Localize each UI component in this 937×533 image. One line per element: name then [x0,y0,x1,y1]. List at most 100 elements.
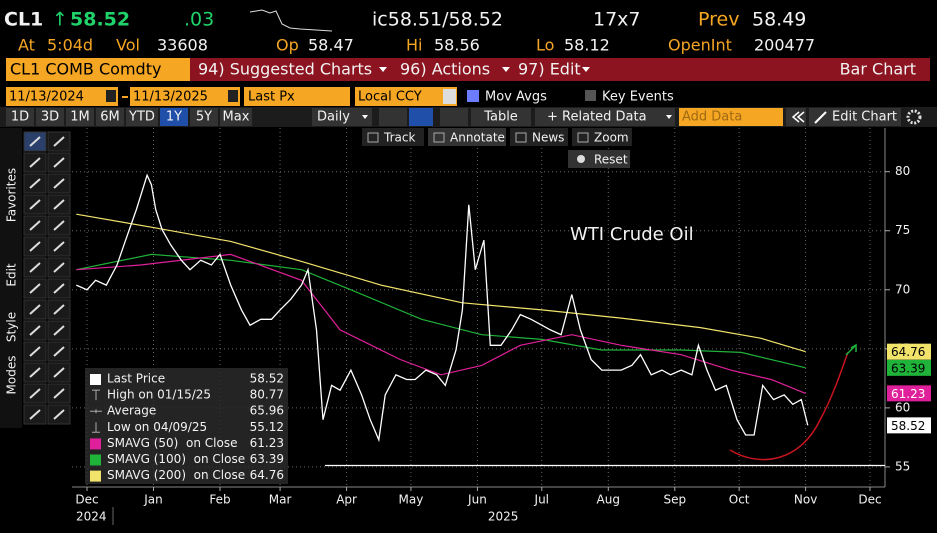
end-tag-label: 58.52 [891,419,925,433]
x-tick-label: Jul [534,493,549,507]
tool-glyph [53,262,65,273]
menu-item[interactable]: 96) Actions [400,60,490,79]
drawn-arrow [845,343,857,356]
lo-label: Lo [536,36,554,55]
time: 5:04d [47,36,93,55]
mov-avgs-checkbox[interactable] [467,90,479,102]
calendar-icon[interactable] [106,90,116,102]
menu-item[interactable]: 97) Edit [518,60,581,79]
moving-average [76,213,806,353]
x-tick-label: Apr [336,493,357,507]
legend-value: 61.23 [250,436,284,450]
sparkline [249,9,333,32]
period-button[interactable] [190,108,218,126]
tool-glyph [29,241,41,252]
end-tag-label: 63.39 [891,361,925,375]
vol-label: Vol [116,36,140,55]
overlay-button[interactable] [428,128,506,146]
end-tag [887,385,931,402]
x-tick-label: May [399,493,424,507]
legend-value: 58.52 [250,372,284,386]
line-icon[interactable] [379,108,407,126]
legend-icon [92,389,100,401]
currency: Local CCY [358,90,422,105]
collapse-icon [791,111,805,123]
candle-icon[interactable] [440,108,468,126]
reset-button[interactable] [568,150,630,168]
key-events: Key Events [602,90,674,105]
dropdown-arrow [582,67,590,72]
tool-glyph [29,304,41,315]
collapse-button[interactable] [786,108,806,126]
tool-glyph [53,220,65,231]
sidebar-tab[interactable]: Edit [5,263,19,287]
tool-glyph [53,388,65,399]
overlay-label: Zoom [594,131,629,145]
add-data: Add Data [682,110,742,125]
x-tick-label: Dec [858,493,881,507]
period-button[interactable] [220,108,252,126]
dropdown-arrow [502,67,510,72]
legend-swatch [90,438,101,450]
add-data-box[interactable] [679,108,783,126]
legend-label: SMAVG (200) on Close [107,468,245,482]
tool-glyph [53,325,65,336]
related-button[interactable] [535,108,675,126]
field-box[interactable] [244,87,350,106]
period-button[interactable] [160,108,188,126]
sidebar-tab[interactable]: Favorites [5,168,19,222]
legend-value: 64.76 [250,468,284,482]
tool-glyph [29,178,41,189]
symbol: CL1 [4,9,43,31]
tool-glyph [29,157,41,168]
legend-label: High on 01/15/25 [107,388,211,402]
currency-box[interactable] [355,87,457,106]
tool-glyph [29,367,41,378]
period-button[interactable] [66,108,94,126]
table-button[interactable] [471,108,531,126]
prev: 58.49 [752,9,806,31]
legend-label: Last Price [107,372,165,386]
key-events-checkbox[interactable] [585,90,596,101]
period-button[interactable] [126,108,158,126]
tool-glyph [29,220,41,231]
bar-icon[interactable] [409,108,433,126]
y-tick-label: 60 [895,400,910,414]
end-date[interactable] [130,87,240,106]
period-button[interactable] [6,108,34,126]
security-box[interactable] [6,58,190,81]
legend-value: 65.96 [250,404,284,418]
x-tick-label: Mar [269,493,292,507]
reset-label: Reset [594,153,628,167]
hi: 58.56 [434,36,480,55]
legend-label: Low on 04/09/25 [107,420,207,434]
sidebar-tab[interactable]: Modes [5,356,19,395]
legend-swatch [90,374,101,385]
y-tick-label: 80 [895,164,910,178]
tool-glyph [29,136,41,147]
tool-glyph [53,157,65,168]
oi: 200477 [754,36,815,55]
calendar-icon[interactable] [228,90,238,102]
period-button[interactable] [96,108,124,126]
currency-dropdown[interactable] [443,89,456,104]
edit-chart-button[interactable] [809,108,901,126]
x-tick-label: Dec [75,493,98,507]
tool-glyph [29,346,41,357]
end-tag [887,359,931,376]
tool-glyph [53,409,65,420]
menu-item[interactable]: 94) Suggested Charts [198,60,372,79]
legend-swatch [90,470,101,482]
period-button[interactable] [36,108,64,126]
start-date-text: 11/13/2024 [9,90,84,105]
legend-swatch [90,454,101,466]
overlay-icon [515,132,527,143]
settings-icon[interactable] [906,109,922,125]
x-tick-label: Jan [143,493,163,507]
tool-glyph [29,409,41,420]
start-date[interactable] [6,87,118,106]
change: .03 [184,9,214,31]
frequency-box[interactable] [312,108,372,126]
sidebar-tab[interactable]: Style [5,312,19,342]
